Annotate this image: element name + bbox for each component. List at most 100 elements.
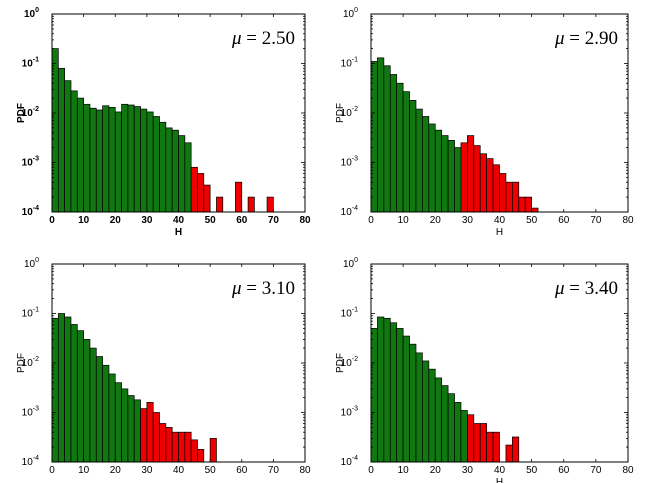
bar-red-32 xyxy=(473,423,481,463)
bar-red-40 xyxy=(178,431,186,463)
x-tick-label: 80 xyxy=(622,215,634,226)
y-axis-label: PDF xyxy=(335,353,346,373)
bar-green-0 xyxy=(370,61,378,213)
bar-green-14 xyxy=(415,352,423,463)
y-tick-label: 100 xyxy=(343,7,358,20)
x-tick-label: 30 xyxy=(141,465,153,476)
bar-green-12 xyxy=(89,347,97,463)
bar-green-6 xyxy=(389,322,398,463)
bar-green-24 xyxy=(127,395,135,463)
mu-annotation: μ = 2.90 xyxy=(554,28,618,49)
y-tick-label: 10-1 xyxy=(341,57,358,70)
bar-green-16 xyxy=(422,360,430,463)
bar-red-42 xyxy=(505,181,513,213)
x-tick-label: 70 xyxy=(268,465,280,476)
bar-green-6 xyxy=(70,90,78,213)
bar-green-14 xyxy=(95,109,103,213)
bar-green-0 xyxy=(51,48,59,213)
x-tick-label: 10 xyxy=(78,215,90,226)
bar-green-22 xyxy=(441,385,449,463)
bar-green-28 xyxy=(140,108,148,213)
bar-red-46 xyxy=(197,173,205,213)
bar-green-20 xyxy=(434,129,443,213)
bar-red-36 xyxy=(486,431,494,463)
x-tick-label: 50 xyxy=(526,465,538,476)
x-axis-label: H xyxy=(496,477,503,483)
x-tick-label: 80 xyxy=(622,465,634,476)
y-tick-label: 100 xyxy=(24,7,39,20)
bar-green-26 xyxy=(133,399,141,463)
y-tick-label: 10-2 xyxy=(22,356,39,369)
bar-green-36 xyxy=(165,127,173,213)
bar-green-14 xyxy=(95,356,103,463)
bar-green-18 xyxy=(108,107,116,213)
bar-green-20 xyxy=(114,111,122,213)
x-tick-label: 40 xyxy=(494,465,506,476)
chart-panel-1: 0 10 20 30 40 50 60 70 80 100 10-1 10-2 10-3 10-4 H PDF… xyxy=(16,7,311,238)
chart-panel-3: 0 10 20 30 40 50 60 70 80 100 10-1 10-2 10-3 10-4 PDF μ… xyxy=(16,257,311,476)
bar-red-48 xyxy=(524,196,532,213)
bar-green-4 xyxy=(383,317,391,463)
bar-green-18 xyxy=(108,373,116,463)
bar-green-4 xyxy=(64,316,72,463)
x-tick-label: 0 xyxy=(368,215,374,226)
x-axis-label: H xyxy=(496,227,503,238)
bar-red-46 xyxy=(197,449,205,463)
bar-green-24 xyxy=(447,140,455,213)
bar-red-44 xyxy=(190,166,198,213)
bar-red-28 xyxy=(140,408,148,463)
bar-red-46 xyxy=(518,196,526,213)
bar-red-32 xyxy=(473,145,481,213)
y-tick-label: 10-2 xyxy=(22,106,39,119)
bar-green-30 xyxy=(146,111,154,213)
bar-green-8 xyxy=(76,97,84,213)
bar-green-18 xyxy=(428,368,436,463)
x-tick-label: 0 xyxy=(49,465,55,476)
bar-red-50 xyxy=(209,438,217,463)
bar-red-62 xyxy=(247,196,255,213)
mu-annotation: μ = 3.10 xyxy=(231,278,295,299)
bar-green-8 xyxy=(76,330,84,463)
x-tick-label: 80 xyxy=(299,215,311,226)
bar-red-36 xyxy=(486,158,494,213)
bar-red-44 xyxy=(511,436,520,463)
y-tick-label: 10-1 xyxy=(22,307,39,320)
x-tick-label: 50 xyxy=(205,465,217,476)
bar-green-2 xyxy=(377,57,385,213)
bar-red-36 xyxy=(165,427,173,463)
bar-green-2 xyxy=(377,316,385,463)
bar-red-30 xyxy=(146,402,154,463)
x-tick-label: 40 xyxy=(173,215,185,226)
x-tick-label: 20 xyxy=(110,215,122,226)
bar-green-2 xyxy=(57,67,66,213)
x-tick-label: 80 xyxy=(299,465,311,476)
bar-green-14 xyxy=(415,108,423,213)
bar-red-30 xyxy=(467,135,475,213)
x-tick-label: 40 xyxy=(173,465,185,476)
x-tick-label: 60 xyxy=(236,465,248,476)
x-tick-label: 30 xyxy=(141,215,153,226)
bar-green-16 xyxy=(102,105,110,213)
bar-green-34 xyxy=(159,121,167,213)
bar-green-32 xyxy=(152,116,160,213)
x-tick-label: 50 xyxy=(526,215,538,226)
chart-panel-4: 0 10 20 30 40 50 60 70 80 100 10-1 10-2 10-3 10-4 H PDF… xyxy=(335,257,634,483)
bar-red-28 xyxy=(460,142,468,213)
bar-green-22 xyxy=(121,103,129,213)
x-tick-label: 70 xyxy=(268,215,280,226)
bar-green-24 xyxy=(127,104,135,213)
x-tick-label: 50 xyxy=(205,215,217,226)
y-tick-label: 10-1 xyxy=(341,307,358,320)
bar-green-12 xyxy=(409,100,417,213)
bar-red-42 xyxy=(184,431,192,463)
bar-red-50 xyxy=(531,207,539,213)
x-tick-label: 10 xyxy=(78,465,90,476)
x-tick-label: 30 xyxy=(462,465,474,476)
y-tick-label: 10-2 xyxy=(341,356,358,369)
x-tick-label: 10 xyxy=(398,215,410,226)
bar-red-38 xyxy=(492,431,500,463)
bar-green-10 xyxy=(83,339,91,463)
x-tick-label: 0 xyxy=(49,215,55,226)
x-tick-label: 10 xyxy=(398,465,410,476)
